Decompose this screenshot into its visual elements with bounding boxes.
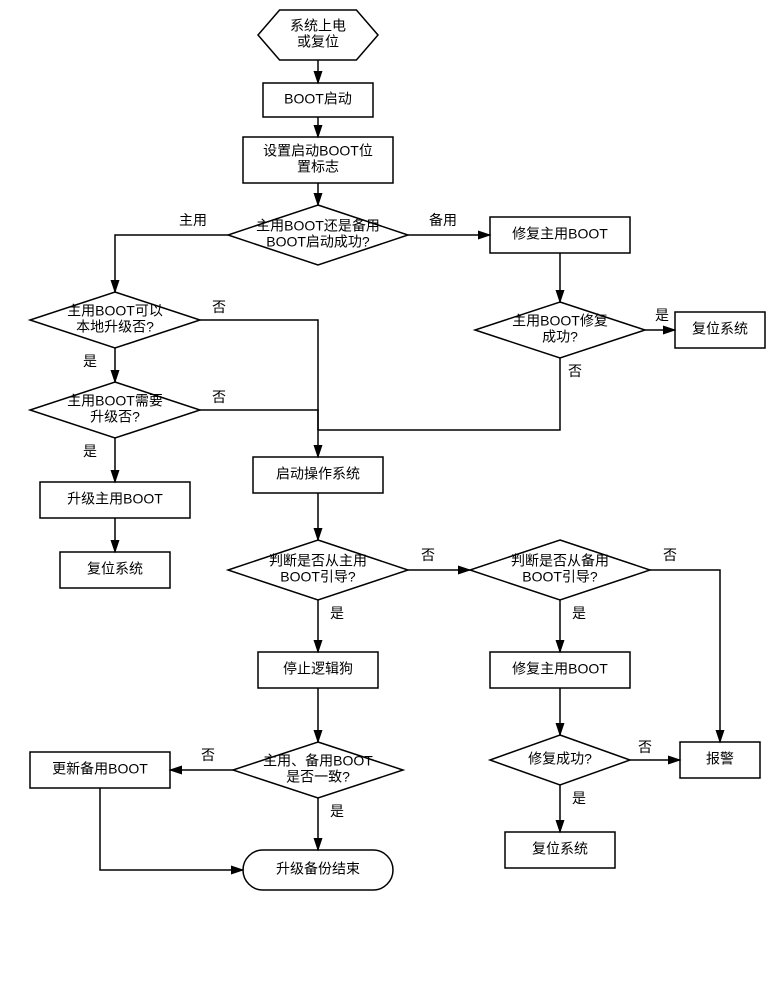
svg-text:否: 否 [638, 739, 652, 755]
svg-text:成功?: 成功? [542, 329, 578, 345]
svg-text:是: 是 [83, 353, 97, 369]
svg-text:BOOT启动成功?: BOOT启动成功? [266, 234, 370, 250]
svg-text:是: 是 [83, 443, 97, 459]
svg-text:升级否?: 升级否? [90, 409, 140, 425]
svg-text:否: 否 [212, 389, 226, 405]
svg-text:否: 否 [212, 299, 226, 315]
svg-text:BOOT引导?: BOOT引导? [522, 569, 598, 585]
svg-text:是: 是 [330, 803, 344, 819]
svg-text:BOOT引导?: BOOT引导? [280, 569, 356, 585]
svg-text:设置启动BOOT位: 设置启动BOOT位 [263, 143, 373, 159]
svg-text:否: 否 [568, 363, 582, 379]
svg-text:判断是否从备用: 判断是否从备用 [511, 553, 609, 569]
svg-text:启动操作系统: 启动操作系统 [276, 466, 360, 482]
svg-text:是: 是 [572, 790, 586, 806]
svg-text:是: 是 [655, 307, 669, 323]
svg-text:复位系统: 复位系统 [692, 321, 748, 337]
svg-text:升级主用BOOT: 升级主用BOOT [67, 491, 163, 507]
svg-text:是: 是 [572, 605, 586, 621]
svg-text:是: 是 [330, 605, 344, 621]
svg-text:否: 否 [421, 547, 435, 563]
svg-text:修复主用BOOT: 修复主用BOOT [512, 226, 608, 242]
svg-text:置标志: 置标志 [297, 159, 339, 175]
svg-text:复位系统: 复位系统 [532, 841, 588, 857]
svg-text:或复位: 或复位 [297, 34, 339, 50]
svg-text:修复主用BOOT: 修复主用BOOT [512, 661, 608, 677]
svg-text:主用BOOT修复: 主用BOOT修复 [512, 313, 608, 329]
svg-text:BOOT启动: BOOT启动 [284, 91, 352, 107]
svg-text:主用: 主用 [179, 212, 207, 228]
svg-text:修复成功?: 修复成功? [528, 751, 592, 767]
svg-text:更新备用BOOT: 更新备用BOOT [52, 761, 148, 777]
svg-text:系统上电: 系统上电 [290, 18, 346, 34]
svg-text:判断是否从主用: 判断是否从主用 [269, 553, 367, 569]
svg-text:主用BOOT还是备用: 主用BOOT还是备用 [256, 218, 380, 234]
svg-text:否: 否 [663, 547, 677, 563]
svg-text:停止逻辑狗: 停止逻辑狗 [283, 661, 353, 677]
flowchart: 系统上电或复位 BOOT启动设置启动BOOT位置标志主用BOOT还是备用BOOT启… [0, 0, 784, 1000]
svg-text:报警: 报警 [706, 751, 734, 767]
svg-text:复位系统: 复位系统 [87, 561, 143, 577]
svg-text:主用、备用BOOT: 主用、备用BOOT [263, 753, 373, 769]
svg-text:否: 否 [201, 747, 215, 763]
svg-text:本地升级否?: 本地升级否? [76, 319, 154, 335]
svg-text:主用BOOT可以: 主用BOOT可以 [67, 303, 163, 319]
svg-text:升级备份结束: 升级备份结束 [276, 861, 360, 877]
svg-text:主用BOOT需要: 主用BOOT需要 [67, 393, 163, 409]
svg-text:是否一致?: 是否一致? [286, 769, 350, 785]
svg-text:备用: 备用 [429, 212, 457, 228]
